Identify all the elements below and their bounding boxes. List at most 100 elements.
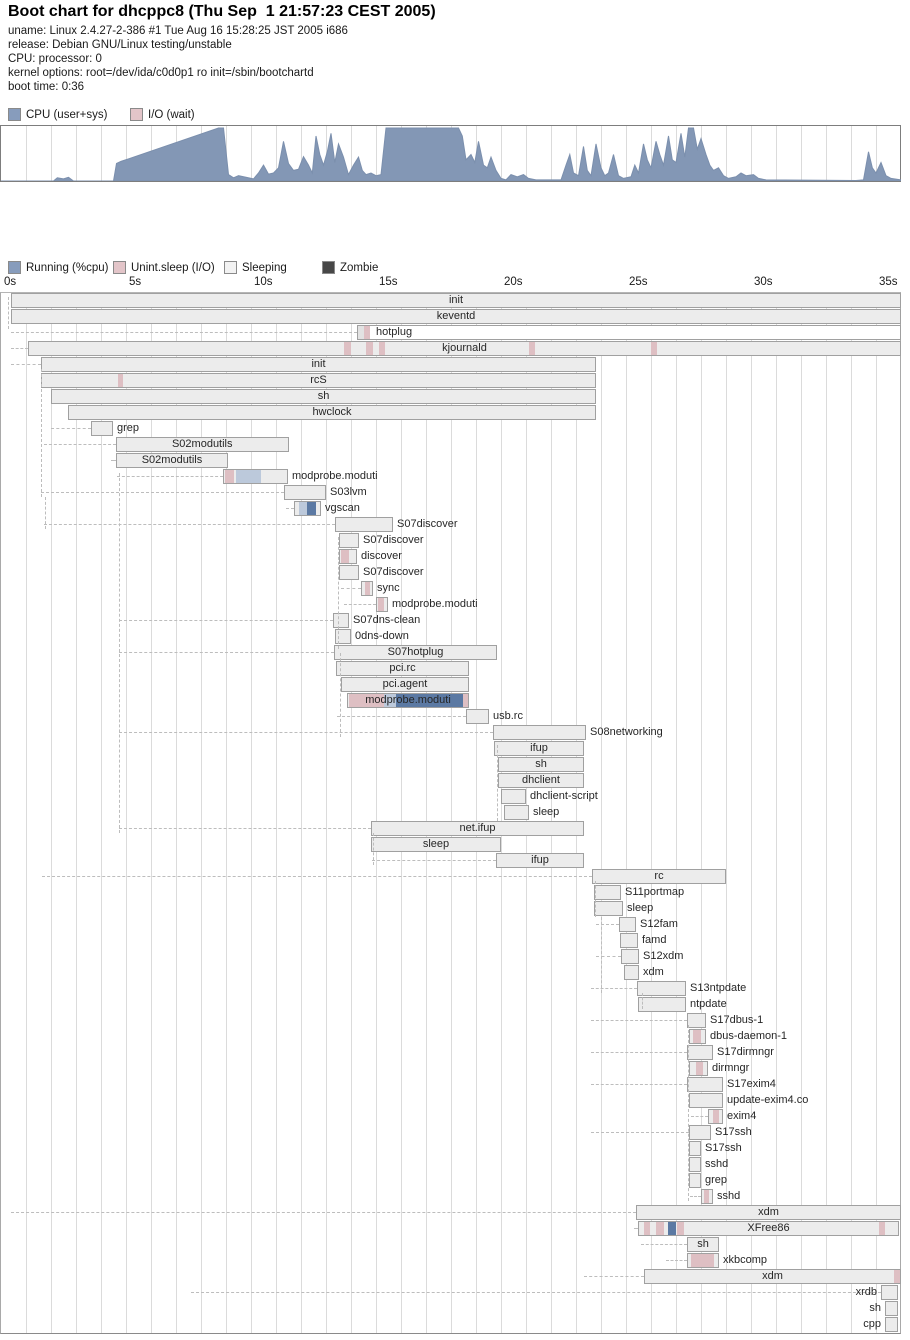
sleeping-legend-label: Sleeping — [242, 261, 287, 274]
tree-connector — [11, 332, 357, 333]
gridline — [776, 126, 777, 181]
axis-tick-label: 20s — [504, 276, 523, 288]
process-bar-dhclient — [498, 773, 584, 788]
process-bar-famd — [620, 933, 638, 948]
process-label-vgscan: vgscan — [325, 502, 360, 514]
running-swatch-icon — [8, 261, 21, 274]
process-bar-modprobe.moduti — [347, 693, 469, 708]
process-bar-S12fam — [619, 917, 636, 932]
state-segment-io — [463, 694, 468, 707]
tree-connector — [118, 652, 334, 653]
state-segment-io — [378, 598, 384, 611]
process-label-sshd: sshd — [717, 1190, 741, 1202]
process-bar-pci.rc — [336, 661, 469, 676]
state-segment-runl — [236, 470, 261, 483]
gridline — [576, 293, 577, 1333]
process-bar-S07discover — [335, 517, 393, 532]
tree-connector-vertical — [340, 653, 341, 737]
zombie-swatch-icon — [322, 261, 335, 274]
tree-connector — [11, 364, 41, 365]
process-label-discover: discover — [361, 550, 402, 562]
process-label-S07hotplug: S07hotplug — [387, 646, 444, 658]
process-label-S12xdm: S12xdm — [643, 950, 684, 962]
process-bar-sh — [498, 757, 584, 772]
tree-connector-vertical — [8, 297, 9, 329]
process-label-0dns-down: 0dns-down — [355, 630, 409, 642]
process-label-sh: sh — [535, 758, 547, 770]
tree-connector — [633, 1228, 638, 1229]
io-legend-label: I/O (wait) — [148, 108, 195, 121]
process-bar-sh — [687, 1237, 719, 1252]
axis-tick-label: 30s — [754, 276, 773, 288]
gridline — [751, 293, 752, 1333]
gridline — [376, 293, 377, 1333]
gridline — [226, 293, 227, 1333]
process-bar-S07dns-clean — [333, 613, 349, 628]
state-segment-io — [691, 1254, 714, 1267]
gridline — [851, 126, 852, 181]
process-bar-pci.agent — [341, 677, 469, 692]
gridline — [376, 126, 377, 181]
process-bar-xdm — [636, 1205, 901, 1220]
gridline — [476, 293, 477, 1333]
gridline — [876, 126, 877, 181]
process-bar-sleep — [504, 805, 529, 820]
axis-tick-label: 35s — [879, 276, 898, 288]
process-label-S08networking: S08networking — [590, 726, 663, 738]
state-segment-io — [693, 1030, 701, 1043]
process-label-sync: sync — [377, 582, 400, 594]
process-bar-S03lvm — [284, 485, 326, 500]
process-label-init: init — [311, 358, 326, 370]
process-bar-usb.rc — [466, 709, 489, 724]
tree-connector-vertical — [688, 1025, 689, 1201]
sleeping-swatch-icon — [224, 261, 237, 274]
process-bar-xdm — [624, 965, 639, 980]
process-bar-sleep — [594, 901, 623, 916]
system-info-uname: uname: Linux 2.4.27-2-386 #1 Tue Aug 16 … — [8, 25, 348, 37]
tree-connector — [44, 524, 335, 525]
gridline — [351, 126, 352, 181]
process-bar-sync — [361, 581, 373, 596]
state-segment-runl — [298, 502, 308, 515]
process-bar-hotplug — [357, 325, 901, 340]
tree-connector — [372, 860, 496, 861]
time-axis: 0s 5s 10s 15s 20s 25s 30s 35s — [0, 276, 901, 290]
proc-legend-item-sleeping: Sleeping — [224, 261, 287, 274]
process-bar-grep — [91, 421, 113, 436]
tree-connector — [591, 1132, 689, 1133]
process-label-sh: sh — [869, 1302, 881, 1314]
state-segment-io — [366, 342, 373, 355]
gridline — [751, 126, 752, 181]
gridline — [626, 126, 627, 181]
gridline — [651, 126, 652, 181]
axis-tick-label: 25s — [629, 276, 648, 288]
cpu-user-sys-swatch-icon — [8, 108, 21, 121]
process-bar-S07hotplug — [334, 645, 497, 660]
gridline — [826, 293, 827, 1333]
tree-connector — [596, 924, 619, 925]
process-bar-S11portmap — [594, 885, 621, 900]
process-label-keventd: keventd — [436, 310, 476, 322]
tree-connector — [337, 716, 466, 717]
process-bar-S12xdm — [621, 949, 639, 964]
page-title: Boot chart for dhcppc8 (Thu Sep 1 21:57:… — [8, 3, 436, 20]
process-label-dhclient: dhclient — [522, 774, 560, 786]
system-info-kernel-options: kernel options: root=/dev/ida/c0d0p1 ro … — [8, 67, 314, 79]
gridline — [326, 293, 327, 1333]
tree-connector — [344, 604, 376, 605]
process-label-sleep: sleep — [627, 902, 654, 914]
process-bar-XFree86 — [638, 1221, 899, 1236]
process-bar-exim4 — [708, 1109, 723, 1124]
state-segment-io — [529, 342, 535, 355]
state-segment-io — [879, 1222, 885, 1235]
process-label-grep: grep — [705, 1174, 728, 1186]
tree-connector — [666, 1260, 687, 1261]
process-label-S07discover: S07discover — [363, 566, 424, 578]
gridline — [776, 293, 777, 1333]
gridline — [651, 293, 652, 1333]
process-label-S17exim4: S17exim4 — [727, 1078, 776, 1090]
process-label-S12fam: S12fam — [640, 918, 678, 930]
state-segment-io — [644, 1222, 650, 1235]
tree-connector — [286, 508, 294, 509]
process-label-update-exim4.co: update-exim4.co — [727, 1094, 809, 1106]
